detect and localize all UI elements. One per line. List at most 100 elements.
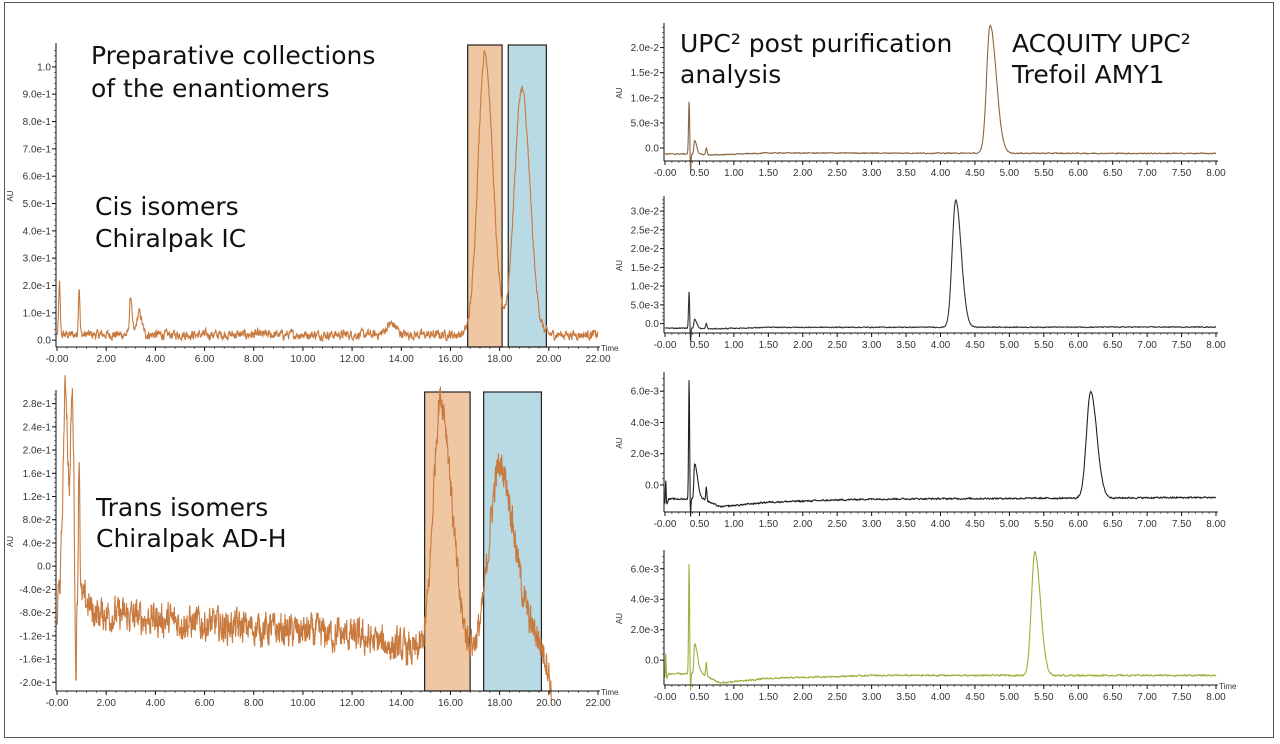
x-tick-label: 6.00 [195, 698, 215, 709]
y-tick-label: 3.0e-2 [631, 207, 660, 218]
x-tick-label: 2.00 [793, 519, 813, 530]
x-tick-label: -0.00 [654, 692, 677, 703]
x-tick-label: 0.50 [690, 168, 710, 179]
x-tick-label: 2.00 [96, 354, 116, 365]
y-axis-label: AU [615, 437, 624, 448]
x-tick-label: 0.50 [690, 519, 710, 530]
x-tick-label: 20.00 [536, 698, 561, 709]
x-tick-label: 22.00 [585, 698, 610, 709]
trace-line [56, 49, 599, 342]
y-tick-label: 1.0e-1 [23, 308, 52, 319]
y-tick-label: 5.0e-3 [631, 300, 660, 311]
x-tick-label: 1.50 [759, 519, 779, 530]
chart-upc-3: -0.00 0.50 1.00 1.50 2.00 2.50 3.00 3.50 4.00 4.5… [615, 372, 1226, 530]
x-tick-label: 6.50 [1103, 340, 1123, 351]
annotation-cis-line2: Chiralpak IC [95, 224, 247, 253]
y-tick-label: 2.0e-1 [23, 446, 52, 457]
y-tick-label: 2.0e-3 [631, 625, 660, 636]
x-tick-label: 18.00 [487, 354, 512, 365]
x-tick-label: 4.50 [965, 340, 985, 351]
y-tick-label: 0.0 [37, 336, 51, 347]
y-tick-label: 0.0 [645, 319, 659, 330]
x-tick-label: 5.50 [1034, 168, 1054, 179]
x-tick-label: 2.50 [827, 692, 847, 703]
x-tick-label: 20.00 [536, 354, 561, 365]
x-tick-label: -0.00 [654, 340, 677, 351]
x-tick-label: 5.00 [1000, 519, 1020, 530]
x-tick-label: 1.50 [759, 692, 779, 703]
y-axis-label: AU [615, 260, 624, 271]
figure-frame [4, 2, 1274, 738]
chart-upc-2: -0.00 0.50 1.00 1.50 2.00 2.50 3.00 3.50 4.00 4.5… [615, 196, 1226, 351]
x-tick-label: 6.00 [195, 354, 215, 365]
x-tick-label: 2.00 [793, 692, 813, 703]
x-tick-label: 7.00 [1137, 168, 1157, 179]
x-axis-label: Time [1219, 682, 1237, 691]
x-tick-label: 14.00 [389, 354, 414, 365]
y-tick-label: -8.0e-2 [19, 608, 51, 619]
x-tick-label: 12.00 [340, 698, 365, 709]
y-tick-label: 2.0e-3 [631, 449, 660, 460]
x-tick-label: 18.00 [487, 698, 512, 709]
x-tick-label: 8.00 [1206, 340, 1226, 351]
y-tick-label: 0.0 [645, 656, 659, 667]
x-tick-label: 2.50 [827, 168, 847, 179]
x-tick-label: 2.50 [827, 340, 847, 351]
y-tick-label: 3.0e-1 [23, 254, 52, 265]
x-tick-label: 6.00 [1069, 340, 1089, 351]
x-tick-label: 16.00 [438, 698, 463, 709]
x-tick-label: 6.50 [1103, 168, 1123, 179]
annotation-prep-line1: Preparative collections [91, 41, 376, 70]
x-tick-label: 3.00 [862, 692, 882, 703]
x-axis-label: Time [601, 344, 619, 353]
y-tick-label: 4.0e-3 [631, 418, 660, 429]
annotation-trans-line2: Chiralpak AD-H [96, 524, 287, 553]
collection-band-blue [483, 391, 543, 692]
y-tick-label: 6.0e-1 [23, 172, 52, 183]
annotation-trans-line1: Trans isomers [96, 493, 269, 522]
x-tick-label: 6.00 [1069, 519, 1089, 530]
chart-upc-1: -0.00 0.50 1.00 1.50 2.00 2.50 3.00 3.50 4.00 4.5… [615, 23, 1226, 179]
x-tick-label: 3.00 [862, 340, 882, 351]
x-tick-label: 7.50 [1172, 692, 1192, 703]
y-tick-label: 9.0e-1 [23, 90, 52, 101]
y-tick-label: 0.0 [37, 562, 51, 573]
x-tick-label: 4.00 [931, 692, 951, 703]
x-tick-label: 7.00 [1137, 519, 1157, 530]
x-tick-label: 4.50 [965, 519, 985, 530]
y-tick-label: 6.0e-3 [631, 564, 660, 575]
x-tick-label: 5.50 [1034, 519, 1054, 530]
x-tick-label: 4.00 [931, 340, 951, 351]
x-tick-label: -0.00 [46, 698, 69, 709]
x-tick-label: 1.50 [759, 168, 779, 179]
y-tick-label: 8.0e-1 [23, 117, 52, 128]
x-tick-label: 6.00 [1069, 692, 1089, 703]
y-axis-label: AU [615, 87, 624, 98]
y-tick-label: -1.2e-1 [19, 631, 51, 642]
x-tick-label: 5.50 [1034, 692, 1054, 703]
y-tick-label: 6.0e-3 [631, 387, 660, 398]
y-tick-label: 2.0e-1 [23, 281, 52, 292]
x-tick-label: 5.50 [1034, 340, 1054, 351]
x-tick-label: 4.50 [965, 692, 985, 703]
y-tick-label: 1.0e-2 [631, 93, 660, 104]
y-tick-label: -1.6e-1 [19, 655, 51, 666]
trace-line [664, 24, 1217, 173]
x-tick-label: 8.00 [1206, 692, 1226, 703]
y-tick-label: 1.5e-2 [631, 263, 660, 274]
trace-line [664, 380, 1217, 517]
y-tick-label: 2.0e-2 [631, 244, 660, 255]
x-tick-label: 8.00 [1206, 519, 1226, 530]
x-tick-label: 4.00 [931, 519, 951, 530]
y-tick-label: 4.0e-2 [23, 538, 52, 549]
x-tick-label: 2.50 [827, 519, 847, 530]
x-tick-label: 2.00 [793, 168, 813, 179]
x-tick-label: 5.00 [1000, 168, 1020, 179]
x-tick-label: 3.50 [896, 168, 916, 179]
x-tick-label: 3.50 [896, 692, 916, 703]
y-tick-label: 0.0 [645, 143, 659, 154]
annotation-upc-line1: UPC² post purification [680, 29, 953, 58]
x-tick-label: 1.00 [724, 519, 744, 530]
x-tick-label: 8.00 [244, 698, 264, 709]
